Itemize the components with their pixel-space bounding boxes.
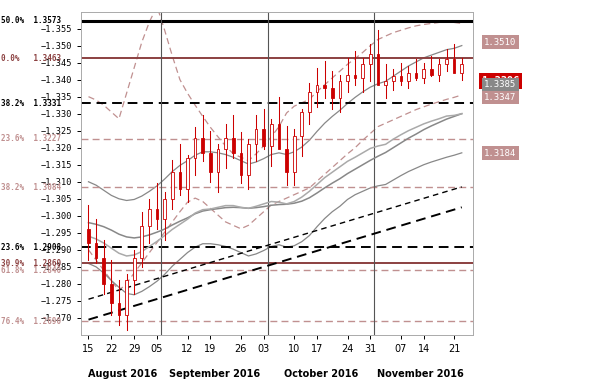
Bar bbox=[430, 69, 432, 75]
Bar bbox=[461, 64, 463, 73]
Bar bbox=[201, 137, 204, 153]
Text: 76.4%  1.2690: 76.4% 1.2690 bbox=[1, 317, 61, 326]
Bar bbox=[194, 137, 196, 158]
Bar bbox=[95, 243, 98, 258]
Bar bbox=[148, 209, 151, 226]
Bar bbox=[125, 281, 128, 315]
Bar bbox=[338, 81, 341, 98]
Text: 1.3385: 1.3385 bbox=[485, 80, 516, 89]
Bar bbox=[217, 149, 219, 172]
Text: 0.0%   1.3463: 0.0% 1.3463 bbox=[1, 54, 61, 63]
Text: 1.3184: 1.3184 bbox=[485, 149, 516, 158]
Text: November 2016: November 2016 bbox=[377, 369, 463, 379]
Bar bbox=[171, 172, 174, 199]
Bar bbox=[110, 284, 113, 303]
Bar bbox=[415, 73, 418, 78]
Text: 38.2%  1.3084: 38.2% 1.3084 bbox=[1, 183, 61, 192]
Bar bbox=[224, 137, 227, 149]
Bar bbox=[156, 209, 158, 219]
Bar bbox=[277, 124, 280, 149]
Bar bbox=[133, 258, 135, 281]
Bar bbox=[377, 54, 379, 85]
Bar bbox=[293, 136, 295, 172]
Bar bbox=[354, 75, 356, 78]
Text: October 2016: October 2016 bbox=[284, 369, 358, 379]
Bar bbox=[232, 137, 235, 153]
Bar bbox=[270, 124, 273, 146]
Bar bbox=[453, 59, 455, 73]
Bar bbox=[361, 64, 364, 78]
Bar bbox=[400, 76, 402, 81]
Bar bbox=[407, 73, 410, 81]
Bar bbox=[186, 158, 189, 189]
Bar bbox=[179, 172, 181, 189]
Text: 38.2%  1.3331: 38.2% 1.3331 bbox=[1, 99, 61, 108]
Bar bbox=[369, 54, 372, 64]
Text: 1.3396: 1.3396 bbox=[482, 76, 519, 86]
Bar bbox=[240, 153, 242, 175]
Text: 61.8%  1.2840: 61.8% 1.2840 bbox=[1, 266, 61, 275]
Bar bbox=[87, 229, 90, 243]
Text: August 2016: August 2016 bbox=[88, 369, 158, 379]
Bar bbox=[209, 153, 211, 172]
Bar bbox=[316, 85, 318, 92]
Text: 1.3347: 1.3347 bbox=[485, 93, 516, 102]
Text: 1.3510: 1.3510 bbox=[485, 38, 516, 47]
Bar bbox=[301, 112, 303, 136]
Text: 23.6%  1.2908: 23.6% 1.2908 bbox=[1, 243, 61, 252]
Bar bbox=[392, 76, 395, 81]
Bar bbox=[285, 149, 288, 172]
Bar bbox=[262, 129, 265, 146]
Bar bbox=[164, 199, 166, 219]
Text: September 2016: September 2016 bbox=[169, 369, 260, 379]
Text: 30.9%  1.2860: 30.9% 1.2860 bbox=[1, 259, 61, 268]
Text: 50.0%  1.3573: 50.0% 1.3573 bbox=[1, 16, 61, 25]
Bar bbox=[422, 69, 425, 78]
Bar bbox=[141, 226, 143, 258]
Bar bbox=[331, 88, 334, 98]
Bar bbox=[117, 303, 120, 315]
Bar bbox=[445, 59, 448, 64]
Bar bbox=[102, 258, 105, 284]
Text: 1.3347: 1.3347 bbox=[485, 93, 516, 102]
Bar bbox=[247, 144, 250, 175]
Bar bbox=[385, 81, 387, 85]
Bar bbox=[346, 75, 349, 81]
Bar bbox=[308, 92, 311, 112]
Text: 23.6%  1.3227: 23.6% 1.3227 bbox=[1, 134, 61, 143]
Bar bbox=[323, 85, 326, 88]
Bar bbox=[438, 64, 440, 75]
Bar bbox=[255, 129, 258, 144]
